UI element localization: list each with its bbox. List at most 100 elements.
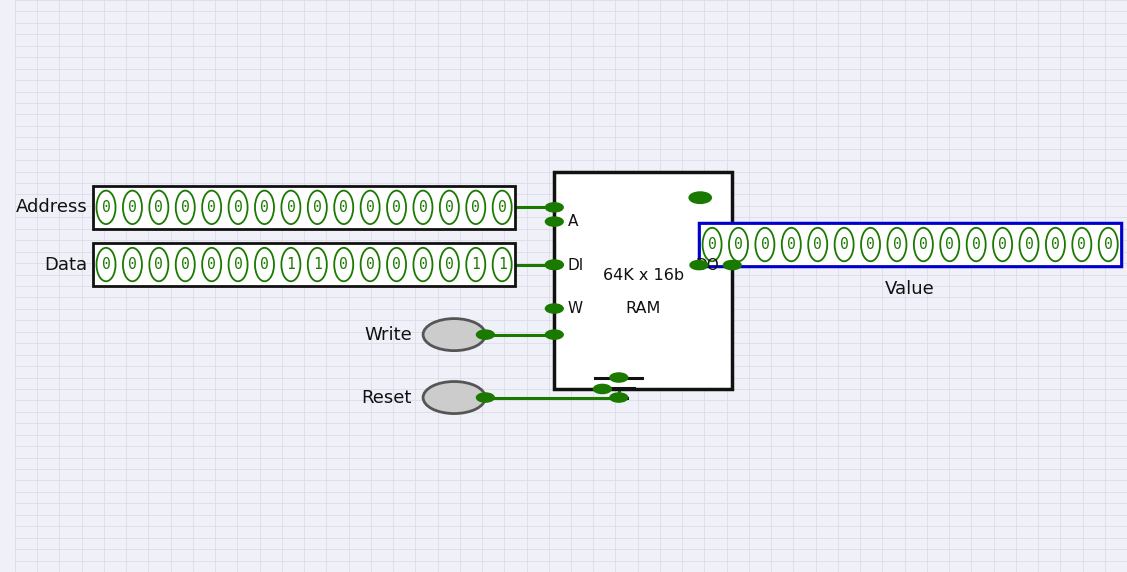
Ellipse shape — [282, 190, 301, 224]
Text: 0: 0 — [734, 237, 743, 252]
Ellipse shape — [176, 190, 195, 224]
Bar — [92, 243, 515, 286]
Ellipse shape — [361, 248, 380, 281]
Circle shape — [610, 373, 628, 382]
Text: 0: 0 — [128, 257, 136, 272]
Text: 0: 0 — [207, 257, 216, 272]
Ellipse shape — [835, 228, 853, 261]
Text: 0: 0 — [761, 237, 770, 252]
Ellipse shape — [414, 248, 433, 281]
Ellipse shape — [808, 228, 827, 261]
Ellipse shape — [387, 248, 406, 281]
Ellipse shape — [202, 248, 221, 281]
Ellipse shape — [97, 248, 116, 281]
Text: 1: 1 — [286, 257, 295, 272]
Text: DI: DI — [568, 257, 584, 273]
Ellipse shape — [335, 248, 353, 281]
Circle shape — [690, 260, 708, 269]
Text: 0: 0 — [207, 200, 216, 215]
Circle shape — [545, 304, 564, 313]
Circle shape — [689, 192, 711, 204]
Ellipse shape — [282, 248, 301, 281]
Ellipse shape — [993, 228, 1012, 261]
Bar — [699, 223, 1121, 266]
Ellipse shape — [123, 190, 142, 224]
Text: Data: Data — [44, 256, 87, 273]
Text: 0: 0 — [999, 237, 1006, 252]
Text: 0: 0 — [1103, 237, 1112, 252]
Ellipse shape — [335, 190, 353, 224]
Ellipse shape — [150, 248, 168, 281]
Text: 0: 0 — [418, 200, 427, 215]
Ellipse shape — [467, 248, 486, 281]
Text: 0: 0 — [1051, 237, 1059, 252]
Text: 0: 0 — [392, 257, 401, 272]
Ellipse shape — [492, 190, 512, 224]
Text: 0: 0 — [180, 257, 189, 272]
Circle shape — [545, 217, 564, 226]
Text: 0: 0 — [286, 200, 295, 215]
Text: 0: 0 — [180, 200, 189, 215]
Text: Value: Value — [886, 280, 935, 298]
Ellipse shape — [1099, 228, 1118, 261]
Text: 0: 0 — [392, 200, 401, 215]
Circle shape — [423, 382, 486, 414]
Text: 0: 0 — [445, 200, 454, 215]
Ellipse shape — [940, 228, 959, 261]
Ellipse shape — [229, 190, 248, 224]
Text: 0: 0 — [366, 257, 374, 272]
Text: 0: 0 — [814, 237, 822, 252]
Text: 0: 0 — [498, 200, 506, 215]
Text: 0: 0 — [339, 257, 348, 272]
Text: 0: 0 — [154, 257, 163, 272]
Ellipse shape — [492, 248, 512, 281]
Text: Address: Address — [16, 198, 87, 216]
Text: 0: 0 — [260, 257, 269, 272]
Text: 0: 0 — [708, 237, 717, 252]
Ellipse shape — [861, 228, 880, 261]
Text: 1: 1 — [471, 257, 480, 272]
Ellipse shape — [202, 190, 221, 224]
Text: 0: 0 — [1024, 237, 1033, 252]
Circle shape — [423, 319, 486, 351]
Ellipse shape — [255, 190, 274, 224]
Ellipse shape — [414, 190, 433, 224]
Text: A: A — [568, 214, 578, 229]
Text: 1: 1 — [313, 257, 321, 272]
Circle shape — [724, 260, 742, 269]
Text: 0: 0 — [840, 237, 849, 252]
Text: 0: 0 — [893, 237, 902, 252]
Ellipse shape — [967, 228, 986, 261]
Bar — [92, 186, 515, 229]
Ellipse shape — [729, 228, 748, 261]
Text: 0: 0 — [1077, 237, 1086, 252]
Text: 0: 0 — [946, 237, 955, 252]
Text: 0: 0 — [366, 200, 374, 215]
Text: 64K x 16b: 64K x 16b — [603, 268, 684, 284]
Bar — [554, 172, 733, 389]
Text: 0: 0 — [418, 257, 427, 272]
Text: RAM: RAM — [625, 301, 660, 316]
Text: 0: 0 — [128, 200, 136, 215]
Ellipse shape — [176, 248, 195, 281]
Circle shape — [477, 330, 495, 339]
Text: 0: 0 — [787, 237, 796, 252]
Bar — [699, 223, 1121, 266]
Circle shape — [477, 393, 495, 402]
Text: 0: 0 — [971, 237, 980, 252]
Ellipse shape — [150, 190, 168, 224]
Text: 0: 0 — [101, 257, 110, 272]
Circle shape — [545, 203, 564, 212]
Circle shape — [545, 260, 564, 269]
Ellipse shape — [308, 190, 327, 224]
Ellipse shape — [914, 228, 933, 261]
Text: 0: 0 — [313, 200, 321, 215]
Ellipse shape — [440, 190, 459, 224]
Ellipse shape — [467, 190, 486, 224]
Text: 0: 0 — [919, 237, 928, 252]
Text: Reset: Reset — [362, 388, 412, 407]
Ellipse shape — [702, 228, 721, 261]
Text: 0: 0 — [154, 200, 163, 215]
Circle shape — [545, 260, 564, 269]
Ellipse shape — [229, 248, 248, 281]
